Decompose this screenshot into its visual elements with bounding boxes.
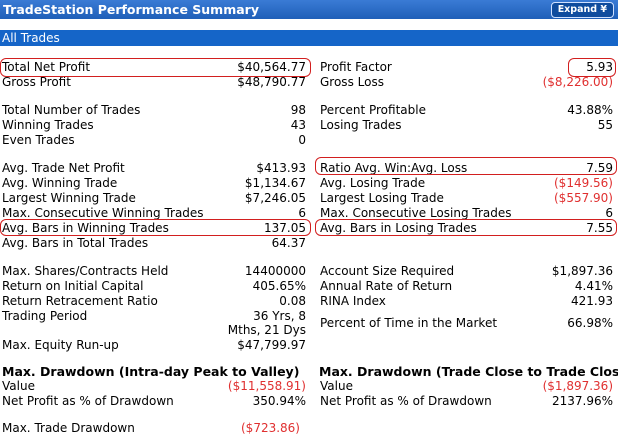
stat-label: Avg. Winning Trade: [2, 176, 118, 190]
stat-label: Percent of Time in the Market: [320, 316, 498, 330]
section-header-all-trades: All Trades: [0, 30, 618, 46]
stat-label: Max. Consecutive Losing Trades: [320, 206, 512, 220]
stat-value: 64.37: [271, 236, 306, 250]
stat-value: $1,134.67: [244, 176, 306, 190]
stat-value: 405.65%: [252, 279, 306, 293]
stat-value: 98: [290, 103, 306, 117]
stat-value: ($1,897.36): [542, 379, 613, 393]
stat-label: Annual Rate of Return: [320, 279, 453, 293]
stat-label: Profit Factor: [320, 60, 392, 74]
stat-label: Ratio Avg. Win:Avg. Loss: [320, 161, 468, 175]
stat-value: Mths, 21 Dys: [227, 323, 306, 337]
intraday-drawdown-title: Max. Drawdown (Intra-day Peak to Valley): [2, 364, 300, 379]
stat-value: 43: [290, 118, 306, 132]
stat-label: RINA Index: [320, 294, 386, 308]
stat-value: 14400000: [244, 264, 306, 278]
stat-value: $48,790.77: [237, 75, 306, 89]
expand-button[interactable]: Expand ¥: [550, 2, 614, 18]
stat-value: ($557.90): [554, 191, 613, 205]
stat-label: Account Size Required: [320, 264, 455, 278]
stat-label: Return Retracement Ratio: [2, 294, 158, 308]
stat-label: Total Number of Trades: [2, 103, 141, 117]
stat-label: Trading Period: [2, 309, 88, 323]
stat-label: Max. Trade Drawdown: [2, 421, 135, 435]
stat-value: 0.08: [279, 294, 306, 308]
stat-value: ($149.56): [554, 176, 613, 190]
stat-label: Net Profit as % of Drawdown: [320, 394, 492, 408]
stat-value: $40,564.77: [237, 60, 306, 74]
stat-label: Value: [320, 379, 353, 393]
max-trade-drawdown-row: Max. Trade Drawdown ($723.86): [0, 421, 310, 435]
stat-label: Avg. Bars in Losing Trades: [320, 221, 477, 235]
stat-label: Losing Trades: [320, 118, 402, 132]
stat-value: ($8,226.00): [542, 75, 613, 89]
stat-value: $7,246.05: [244, 191, 306, 205]
stat-label: Gross Loss: [320, 75, 384, 89]
stat-value: $1,897.36: [551, 264, 613, 278]
stat-label: Max. Shares/Contracts Held: [2, 264, 169, 278]
stat-label: Largest Winning Trade: [2, 191, 136, 205]
stat-label: Net Profit as % of Drawdown: [2, 394, 174, 408]
stat-label: Largest Losing Trade: [320, 191, 444, 205]
close-drawdown-title: Max. Drawdown (Trade Close to Trade Clos…: [319, 364, 618, 379]
stat-value: ($723.86): [241, 421, 300, 435]
stat-label: Avg. Losing Trade: [320, 176, 426, 190]
stat-value: 7.55: [586, 221, 613, 235]
stat-label: Avg. Bars in Total Trades: [2, 236, 149, 250]
stat-value: 2137.96%: [551, 394, 613, 408]
stat-value: ($11,558.91): [227, 379, 306, 393]
stat-value: 6: [605, 206, 613, 220]
stat-label: Avg. Bars in Winning Trades: [2, 221, 169, 235]
stat-value: 137.05: [264, 221, 306, 235]
stat-value: 7.59: [586, 161, 613, 175]
stat-value: $413.93: [256, 161, 306, 175]
stat-value: 66.98%: [567, 316, 613, 330]
stat-value: 36 Yrs, 8: [253, 309, 306, 323]
stat-label: Even Trades: [2, 133, 75, 147]
stat-value: 55: [597, 118, 613, 132]
window-title: TradeStation Performance Summary: [3, 2, 259, 17]
stat-label: Winning Trades: [2, 118, 94, 132]
section-title: All Trades: [2, 31, 60, 45]
stat-label: Avg. Trade Net Profit: [2, 161, 125, 175]
stat-label: Gross Profit: [2, 75, 71, 89]
stat-value: $47,799.97: [237, 338, 306, 352]
stat-value: 421.93: [571, 294, 613, 308]
stat-value: 43.88%: [567, 103, 613, 117]
stat-value: 4.41%: [574, 279, 613, 293]
stat-label: Max. Equity Run-up: [2, 338, 119, 352]
stat-label: Total Net Profit: [2, 60, 91, 74]
stat-value: 6: [298, 206, 306, 220]
stat-label: Return on Initial Capital: [2, 279, 144, 293]
stat-value: 0: [298, 133, 306, 147]
stat-label: Percent Profitable: [320, 103, 426, 117]
title-bar: TradeStation Performance Summary Expand …: [0, 0, 618, 19]
stat-value: 5.93: [586, 60, 613, 74]
stat-value: 350.94%: [252, 394, 306, 408]
stat-label: Max. Consecutive Winning Trades: [2, 206, 204, 220]
stat-label: Value: [2, 379, 35, 393]
